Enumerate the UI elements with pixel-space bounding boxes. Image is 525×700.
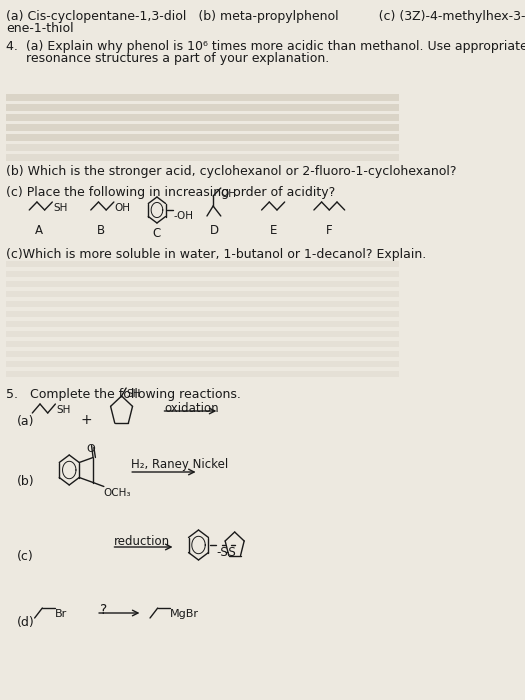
Bar — [6, 94, 398, 101]
Text: E: E — [269, 224, 277, 237]
Bar — [6, 291, 398, 297]
Bar — [6, 301, 398, 307]
Text: -S: -S — [225, 546, 236, 559]
Text: H₂, Raney Nickel: H₂, Raney Nickel — [131, 458, 228, 471]
Text: B: B — [97, 224, 105, 237]
Text: (c): (c) — [17, 550, 34, 563]
Text: (a): (a) — [17, 415, 35, 428]
Bar — [6, 114, 398, 121]
Text: (a) Cis-cyclopentane-1,3-diol   (b) meta-propylphenol          (c) (3Z)-4-methyl: (a) Cis-cyclopentane-1,3-diol (b) meta-p… — [6, 10, 525, 23]
Text: SH: SH — [126, 389, 141, 399]
Text: +: + — [80, 413, 92, 427]
Text: -S: -S — [216, 546, 228, 559]
Bar — [6, 311, 398, 317]
Text: D: D — [210, 224, 219, 237]
Text: -OH: -OH — [173, 211, 193, 221]
Bar — [6, 331, 398, 337]
Bar — [6, 361, 398, 367]
Text: (c)Which is more soluble in water, 1-butanol or 1-decanol? Explain.: (c)Which is more soluble in water, 1-but… — [6, 248, 426, 261]
Text: resonance structures a part of your explanation.: resonance structures a part of your expl… — [6, 52, 329, 65]
Bar — [6, 261, 398, 267]
Text: OH: OH — [221, 189, 237, 199]
Text: Br: Br — [55, 609, 67, 619]
Text: reduction: reduction — [114, 535, 170, 548]
Text: SH: SH — [56, 405, 70, 415]
Text: (b) Which is the stronger acid, cyclohexanol or 2-fluoro-1-cyclohexanol?: (b) Which is the stronger acid, cyclohex… — [6, 165, 457, 178]
Text: oxidation: oxidation — [164, 402, 218, 415]
Bar — [6, 321, 398, 327]
Text: F: F — [326, 224, 333, 237]
Text: O: O — [86, 444, 95, 454]
Text: 4.  (a) Explain why phenol is 10⁶ times more acidic than methanol. Use appropria: 4. (a) Explain why phenol is 10⁶ times m… — [6, 40, 525, 53]
Text: (c) Place the following in increasing order of acidity?: (c) Place the following in increasing or… — [6, 186, 335, 199]
Bar — [6, 341, 398, 347]
Text: OCH₃: OCH₃ — [104, 487, 131, 498]
Text: C: C — [153, 227, 161, 240]
Text: (d): (d) — [17, 616, 35, 629]
Bar — [6, 144, 398, 151]
Bar — [6, 104, 398, 111]
Bar — [6, 271, 398, 277]
Bar — [6, 371, 398, 377]
Text: SH: SH — [53, 203, 67, 213]
Text: A: A — [35, 224, 43, 237]
Text: 5.   Complete the following reactions.: 5. Complete the following reactions. — [6, 388, 241, 401]
Bar — [6, 281, 398, 287]
Text: (b): (b) — [17, 475, 35, 488]
Text: MgBr: MgBr — [170, 609, 199, 619]
Text: ?: ? — [100, 603, 108, 617]
Bar — [6, 134, 398, 141]
Bar — [6, 124, 398, 131]
Text: ene-1-thiol: ene-1-thiol — [6, 22, 74, 35]
Text: OH: OH — [114, 203, 131, 213]
Bar — [6, 154, 398, 161]
Bar — [6, 351, 398, 357]
